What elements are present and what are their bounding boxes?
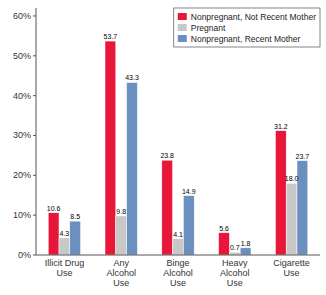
data-label: 53.7	[104, 33, 118, 40]
y-tick-label: 50%	[13, 51, 31, 61]
data-label: 23.8	[160, 152, 174, 159]
x-tick-label-line: Alcohol	[106, 268, 136, 278]
data-label: 43.3	[125, 74, 139, 81]
data-label: 23.7	[296, 153, 310, 160]
y-tick-label: 60%	[13, 11, 31, 21]
x-tick-label: CigaretteUse	[273, 258, 310, 278]
bar	[240, 248, 251, 255]
x-tick-label-line: Use	[227, 278, 243, 288]
bar	[116, 216, 127, 255]
x-tick-label-line: Alcohol	[220, 268, 250, 278]
x-tick-label-line: Use	[170, 278, 186, 288]
bar	[297, 161, 308, 255]
y-tick-label: 30%	[13, 130, 31, 140]
x-tick-label-line: Any	[113, 258, 129, 268]
data-label: 10.6	[47, 205, 61, 212]
bar	[183, 196, 194, 255]
x-tick-label: BingeAlcoholUse	[163, 258, 193, 288]
data-label: 1.8	[241, 240, 251, 247]
bar	[127, 82, 138, 255]
bars	[48, 41, 308, 255]
x-tick-label-line: Alcohol	[163, 268, 193, 278]
data-label: 8.5	[70, 213, 80, 220]
x-tick-label-line: Use	[113, 278, 129, 288]
y-tick-label: 40%	[13, 91, 31, 101]
x-tick-label-line: Cigarette	[273, 258, 310, 268]
x-tick-label-line: Use	[284, 268, 300, 278]
legend-swatch	[178, 24, 187, 31]
y-axis	[36, 8, 37, 255]
chart: 0% 10% 20% 30% 40% 50% 60% 10.6 53.7 23.8 5.6 31.2 4…	[0, 0, 326, 295]
legend-swatch	[178, 35, 187, 42]
data-label: 9.8	[116, 208, 126, 215]
x-tick-label: Illicit DrugUse	[45, 258, 85, 278]
x-axis	[36, 255, 320, 256]
data-labels: 10.6 53.7 23.8 5.6 31.2 4.3 9.8 4.1 0.7 18.0 8.5 43…	[47, 33, 310, 251]
x-tick-label-line: Use	[56, 268, 72, 278]
y-tick-label: 20%	[13, 170, 31, 180]
data-label: 4.1	[173, 231, 183, 238]
bar	[59, 238, 70, 255]
bar	[286, 183, 297, 255]
x-tick-label: HeavyAlcoholUse	[220, 258, 250, 288]
legend: Nonpregnant, Not Recent MotherPregnantNo…	[174, 8, 320, 47]
legend-label: Nonpregnant, Recent Mother	[191, 34, 301, 44]
bar	[173, 239, 184, 255]
legend-label: Nonpregnant, Not Recent Mother	[191, 12, 316, 22]
x-tick-label: AnyAlcoholUse	[106, 258, 136, 288]
x-tick-label-line: Illicit Drug	[45, 258, 85, 268]
bar	[275, 131, 286, 255]
legend-frame	[174, 8, 320, 47]
data-label: 0.7	[230, 244, 240, 251]
bar	[105, 41, 116, 255]
data-label: 14.9	[182, 188, 196, 195]
data-label: 18.0	[285, 175, 299, 182]
bar	[162, 160, 173, 255]
legend-label: Pregnant	[191, 23, 226, 33]
data-label: 5.6	[219, 225, 229, 232]
x-tick-label-line: Binge	[166, 258, 189, 268]
bar	[219, 233, 230, 255]
legend-swatch	[178, 13, 187, 20]
bar	[70, 221, 81, 255]
x-tick-label-line: Heavy	[222, 258, 248, 268]
bar	[48, 213, 59, 255]
y-tick-label: 10%	[13, 210, 31, 220]
data-label: 31.2	[274, 123, 288, 130]
data-label: 4.3	[60, 230, 70, 237]
y-tick-label: 0%	[18, 250, 31, 260]
